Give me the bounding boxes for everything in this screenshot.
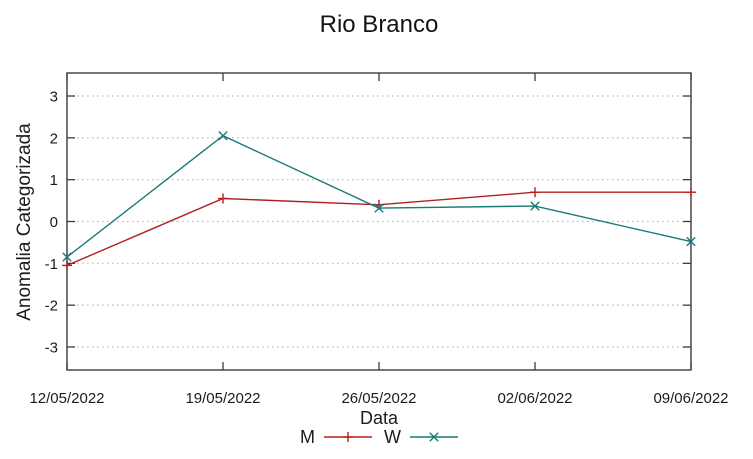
legend-item-w: W (384, 427, 458, 448)
legend: M W (67, 427, 691, 447)
legend-label-m: M (300, 426, 315, 447)
x-tick-label: 09/06/2022 (653, 390, 728, 407)
series-line-w (66, 134, 692, 258)
legend-line-sample-w (410, 432, 458, 442)
series-marker-w (218, 131, 228, 141)
y-tick-label: -3 (45, 339, 58, 356)
legend-line-sample-m (324, 432, 372, 442)
y-tick-label: 0 (50, 214, 58, 231)
series-marker-w (62, 252, 72, 262)
y-tick-label: 1 (50, 172, 58, 189)
series-marker-w (530, 201, 540, 211)
x-tick-label: 12/05/2022 (29, 390, 104, 407)
series-marker-w (686, 236, 696, 247)
y-tick-label: -1 (45, 256, 58, 273)
series-marker-w (374, 203, 384, 213)
y-tick-label: -2 (45, 298, 58, 315)
chart-title: Rio Branco (319, 11, 439, 38)
y-tick-label: 3 (50, 89, 58, 106)
x-axis-title: Data (359, 408, 399, 428)
y-tick-label: 2 (50, 130, 58, 147)
x-tick-label: 19/05/2022 (185, 390, 260, 407)
legend-item-m: M (300, 427, 372, 448)
legend-label-w: W (384, 426, 401, 447)
x-tick-label: 26/05/2022 (341, 390, 416, 407)
legend-sample-marker-w (429, 432, 439, 442)
x-tick-label: 02/06/2022 (497, 390, 572, 407)
